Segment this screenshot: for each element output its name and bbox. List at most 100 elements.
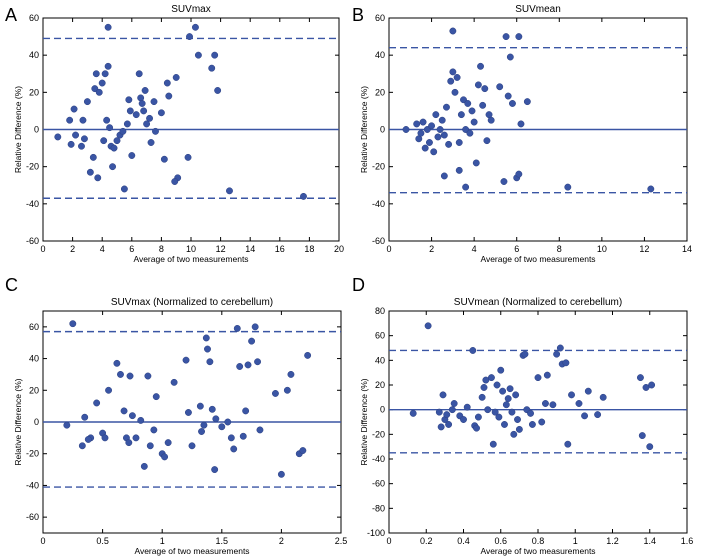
data-point [495,413,503,421]
data-point [138,100,146,107]
data-point [479,101,487,109]
data-point [126,372,134,380]
data-point [299,447,307,454]
panel-d: D SUVmean (Normalized to cerebellum) 0 0.2 0… [352,275,693,556]
y-tick-label: 40 [29,354,39,364]
data-point [564,183,572,191]
data-point [191,23,199,31]
data-point [132,111,140,119]
data-point [432,111,440,119]
data-point [553,350,561,358]
x-tick-label: 1.2 [606,536,619,546]
panel-letter: C [5,275,18,295]
data-point [157,109,165,117]
data-point [206,358,214,366]
data-point [271,390,279,397]
data-point [515,33,523,41]
data-point [152,127,159,135]
y-tick-label: -100 [367,528,385,538]
data-point [484,406,492,414]
data-point [54,133,62,141]
data-point [277,470,285,478]
y-tick-label: 60 [375,13,385,23]
data-point [198,428,205,435]
data-point [517,120,525,128]
data-point [584,387,592,395]
y-tick-label: 60 [375,331,385,341]
chart-title: SUVmax [171,4,210,15]
data-point [487,374,495,382]
data-point [478,393,486,401]
y-tick-label: 40 [375,50,385,60]
y-tick-label: -40 [372,199,385,209]
data-point [110,144,118,152]
x-tick-label: 14 [682,244,692,254]
data-point [419,118,427,126]
y-tick-label: -80 [372,503,385,513]
data-point [104,23,112,31]
data-point [474,413,482,421]
data-point [474,81,482,89]
data-point [182,356,190,364]
data-point [481,85,489,93]
data-point [504,92,512,100]
x-tick-label: 14 [245,244,255,254]
data-point [509,100,516,107]
data-point [140,107,148,115]
panel-a: A SUVmax 0 2 4 6 8 10 12 14 16 18 20 -60 -40 -20 0 20 40 60… [5,4,344,264]
data-point [143,120,151,128]
data-point [473,424,480,432]
data-point [543,371,551,379]
x-tick-label: 6 [514,244,519,254]
data-point [448,406,456,414]
y-tick-label: -60 [372,236,385,246]
data-point [647,185,655,193]
data-point [283,386,291,394]
data-point [449,27,457,35]
data-point [125,96,133,104]
data-point [135,70,143,78]
y-tick-label: 40 [375,355,385,365]
y-tick-label: 20 [375,380,385,390]
data-point [440,172,448,180]
x-tick-label: 4 [100,244,105,254]
data-point [438,116,446,124]
data-point [160,155,168,163]
data-point [89,153,97,161]
data-point [556,344,564,352]
data-point [508,408,516,416]
data-point [128,412,136,420]
x-axis-label: Average of two measurements [480,254,595,264]
data-point [94,174,102,182]
data-point [188,442,196,450]
data-point [83,98,91,106]
data-point [126,107,134,115]
x-tick-label: 2.5 [335,536,348,546]
data-point [300,192,307,200]
data-point [204,345,211,353]
x-tick-label: 4 [472,244,477,254]
data-point [98,79,106,87]
y-tick-label: -60 [26,236,39,246]
data-point [211,51,219,59]
data-point [239,432,247,440]
data-point [599,393,607,401]
x-tick-label: 0 [40,536,45,546]
data-point [437,423,445,431]
data-point [646,443,654,451]
data-point [113,359,121,367]
data-point [504,395,512,403]
data-point [455,166,463,174]
data-point [636,374,644,382]
x-axis-label: Average of two measurements [134,546,249,556]
y-tick-label: -60 [26,512,39,522]
data-point [506,385,514,393]
x-tick-label: 1 [573,536,578,546]
data-point [443,411,451,419]
data-point [81,413,89,421]
data-point [163,79,171,87]
data-point [218,423,226,431]
data-point [460,416,467,423]
data-point [123,120,131,128]
y-tick-label: 20 [29,385,39,395]
